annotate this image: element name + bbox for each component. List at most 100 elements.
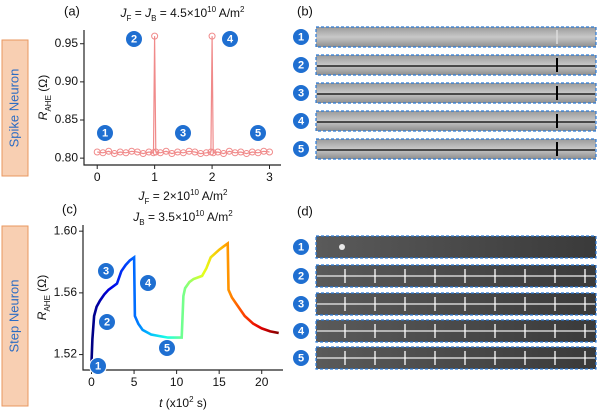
chart-title-part: 2 (223, 188, 228, 197)
chart-title-part: J (138, 189, 146, 203)
number-badge (292, 112, 310, 130)
x-axis-label: t (x102 s) (159, 395, 207, 411)
panel-label: (a) (64, 3, 80, 18)
number-label: 1 (298, 31, 304, 43)
x-axis-label-part: t (159, 396, 163, 410)
y-axis-label-part: AHE (43, 295, 52, 311)
number-badge (292, 322, 310, 340)
number-badge (158, 339, 176, 357)
number-badge (292, 349, 310, 367)
chart-subtitle-part: 2 (228, 209, 233, 218)
number-label: 3 (298, 298, 304, 310)
number-label: 2 (298, 59, 304, 71)
number-label: 5 (298, 143, 304, 155)
chart-subtitle-part: J (132, 210, 140, 224)
data-marker (162, 147, 170, 155)
number-label: 4 (227, 33, 234, 45)
x-tick-label: 0 (88, 375, 95, 389)
chart-title-part: 2 (240, 5, 245, 14)
chart-subtitle-part: 10 (195, 209, 204, 218)
chart-title-part: J (144, 6, 152, 20)
number-label: 3 (103, 265, 109, 277)
axis-frame (82, 225, 283, 371)
y-axis-label: RAHE (Ω) (35, 275, 51, 320)
chart-title-part: 10 (207, 5, 216, 14)
number-badge (221, 30, 239, 48)
panel-label: (d) (297, 203, 313, 218)
panel-label: (b) (297, 3, 313, 18)
x-axis-label-part: 2 (189, 395, 194, 404)
chart-title-part: = (131, 6, 145, 20)
chart-subtitle-part: A/m (204, 210, 228, 224)
x-tick-label: 5 (131, 375, 138, 389)
data-marker (105, 147, 113, 155)
number-label: 5 (164, 342, 170, 354)
chart-title: JF = 2×1010 A/m2 (138, 188, 229, 206)
number-label: 3 (298, 87, 304, 99)
x-tick-label: 0 (94, 170, 101, 184)
x-tick-label: 15 (212, 375, 226, 389)
data-marker (145, 148, 153, 156)
image-strip (315, 26, 597, 48)
number-label: 2 (104, 316, 110, 328)
side-label: Spike Neuron (6, 69, 21, 148)
image-strip (315, 235, 597, 259)
number-label: 1 (102, 127, 108, 139)
side-label: Step Neuron (6, 280, 21, 353)
chart-title-part: = 4.5×10 (156, 6, 207, 20)
number-badge (292, 84, 310, 102)
y-tick-label: 1.56 (54, 285, 78, 299)
bright-spot (339, 244, 345, 250)
y-axis-label-part: R (35, 311, 49, 320)
number-badge (292, 295, 310, 313)
data-marker (220, 150, 228, 158)
chart-title-part: = 2×10 (149, 189, 190, 203)
chart-title-part: J (119, 6, 127, 20)
chart-title: JF = JB = 4.5×1010 A/m2 (119, 5, 245, 23)
chart-title-part: F (145, 197, 150, 206)
number-label: 5 (255, 127, 261, 139)
x-tick-label: 20 (255, 375, 269, 389)
number-badge (139, 274, 157, 292)
y-tick-label: 0.85 (55, 112, 79, 126)
data-marker (208, 32, 216, 40)
y-axis-label: RAHE (Ω) (36, 75, 52, 120)
side-box (1, 225, 29, 407)
chart-title-part: F (126, 14, 131, 23)
data-marker (151, 32, 159, 40)
x-axis-label-part: (x10 (162, 396, 189, 410)
y-axis-label-part: (Ω) (36, 75, 50, 95)
x-tick-label: 3 (266, 170, 273, 184)
number-label: 4 (298, 325, 305, 337)
number-badge (97, 262, 115, 280)
image-strip (315, 82, 597, 104)
number-badge (292, 56, 310, 74)
number-label: 4 (298, 115, 305, 127)
data-line (97, 36, 270, 155)
number-label: 2 (131, 33, 137, 45)
data-marker (209, 149, 217, 157)
chart-subtitle-part: B (139, 218, 144, 227)
number-label: 3 (180, 127, 186, 139)
data-marker (266, 148, 274, 156)
data-marker (202, 149, 210, 157)
x-axis-label-part: s) (194, 396, 207, 410)
y-tick-label: 0.90 (55, 74, 79, 88)
y-tick-label: 0.95 (55, 36, 79, 50)
number-badge (96, 124, 114, 142)
number-badge (292, 28, 310, 46)
number-label: 2 (298, 270, 304, 282)
number-badge (98, 313, 116, 331)
chart-title-part: B (151, 14, 156, 23)
number-badge (125, 30, 143, 48)
data-line (90, 240, 279, 363)
chart-title-part: A/m (199, 189, 223, 203)
number-badge (292, 238, 310, 256)
y-axis-label-part: R (36, 111, 50, 120)
y-tick-label: 0.80 (55, 150, 79, 164)
image-strip (315, 138, 597, 160)
y-axis-label-part: AHE (44, 95, 53, 111)
x-tick-label: 2 (209, 170, 216, 184)
axis-frame (83, 30, 281, 166)
